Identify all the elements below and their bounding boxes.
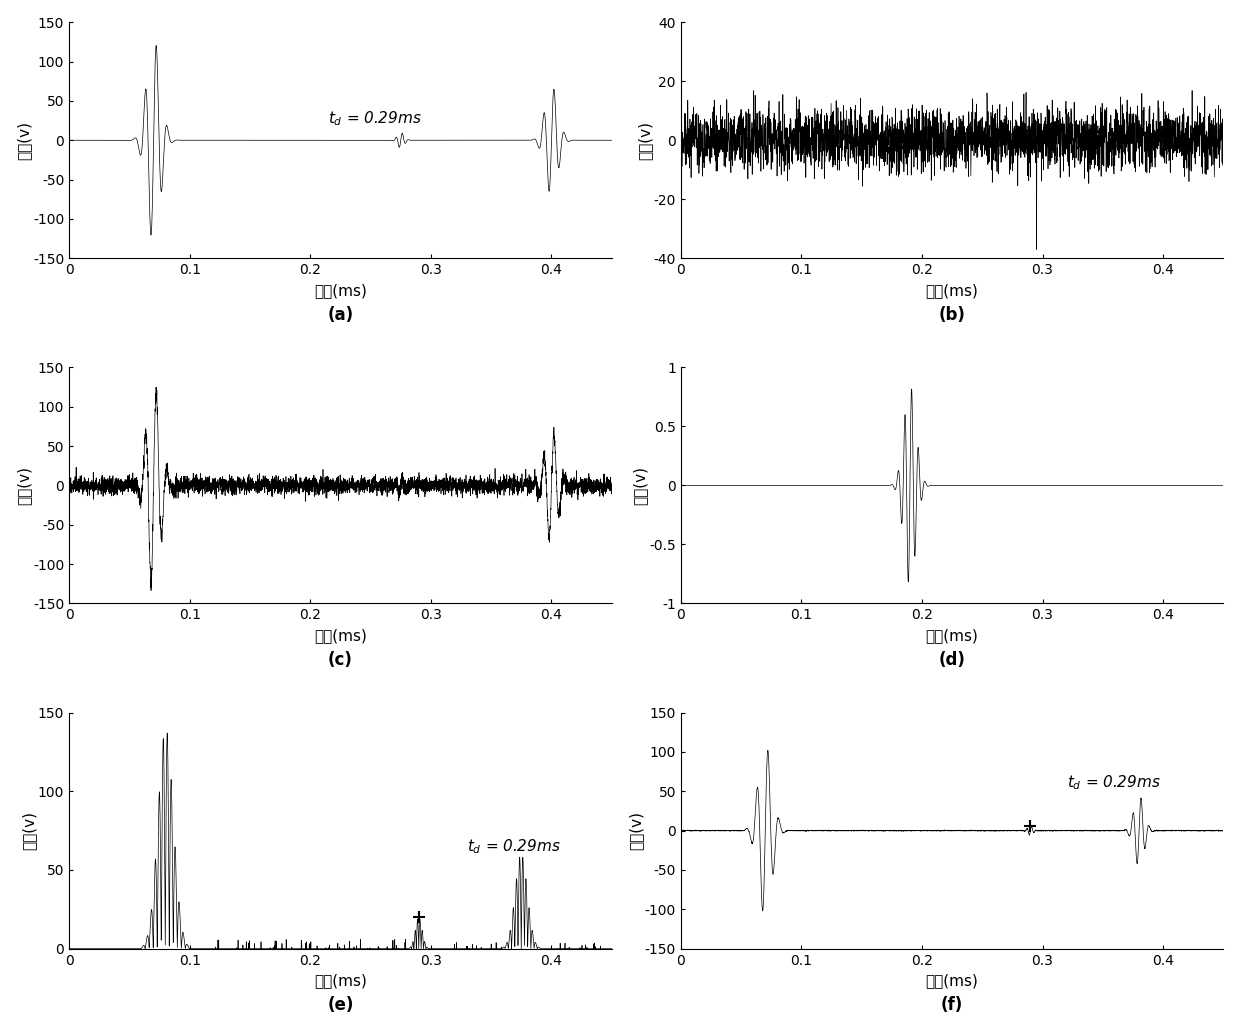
Text: (a): (a) <box>327 306 353 323</box>
Y-axis label: 幅値(v): 幅値(v) <box>629 811 644 850</box>
Y-axis label: 幅値(v): 幅値(v) <box>21 811 36 850</box>
Text: $t_d$ = 0.29ms: $t_d$ = 0.29ms <box>1066 774 1161 792</box>
Y-axis label: 幅値(v): 幅値(v) <box>16 121 32 160</box>
X-axis label: 时间(ms): 时间(ms) <box>925 628 978 643</box>
Text: $t_d$ = 0.29ms: $t_d$ = 0.29ms <box>467 837 560 856</box>
Y-axis label: 幅値(v): 幅値(v) <box>16 466 32 505</box>
X-axis label: 时间(ms): 时间(ms) <box>314 628 367 643</box>
X-axis label: 时间(ms): 时间(ms) <box>314 282 367 298</box>
Text: (b): (b) <box>939 306 966 323</box>
Text: (d): (d) <box>939 651 966 668</box>
X-axis label: 时间(ms): 时间(ms) <box>925 282 978 298</box>
Y-axis label: 幅値(v): 幅値(v) <box>637 121 652 160</box>
X-axis label: 时间(ms): 时间(ms) <box>925 973 978 988</box>
X-axis label: 时间(ms): 时间(ms) <box>314 973 367 988</box>
Text: (f): (f) <box>941 996 963 1014</box>
Text: (c): (c) <box>327 651 353 668</box>
Y-axis label: 幅値(v): 幅値(v) <box>632 466 647 505</box>
Text: $t_d$ = 0.29ms: $t_d$ = 0.29ms <box>329 109 422 128</box>
Text: (e): (e) <box>327 996 353 1014</box>
